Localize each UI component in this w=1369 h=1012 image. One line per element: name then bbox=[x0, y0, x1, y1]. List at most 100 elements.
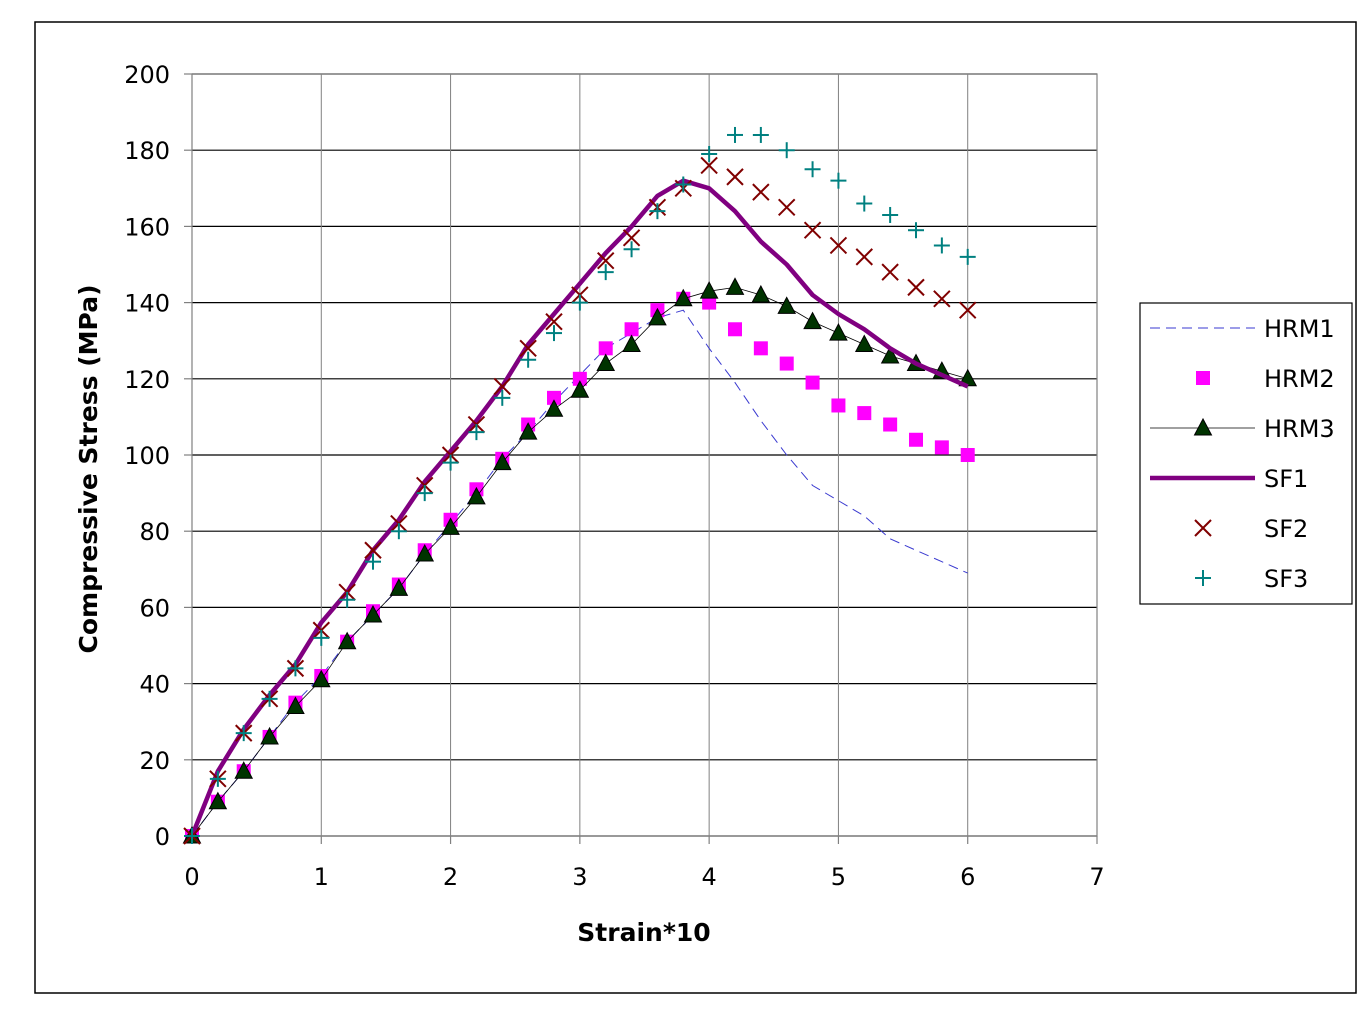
y-tick-label: 0 bbox=[155, 823, 170, 851]
y-tick-label: 60 bbox=[139, 594, 170, 622]
point-hrm3 bbox=[234, 761, 254, 779]
point-sf3 bbox=[546, 325, 562, 342]
point-sf3 bbox=[752, 126, 769, 143]
point-hrm3 bbox=[777, 296, 797, 314]
point-sf3 bbox=[649, 203, 666, 220]
point-sf3 bbox=[830, 172, 847, 189]
legend-swatch-sf2 bbox=[1194, 519, 1212, 537]
point-sf2 bbox=[545, 312, 563, 331]
x-marker-stroke bbox=[855, 248, 873, 266]
x-marker-stroke bbox=[829, 236, 848, 255]
point-sf3 bbox=[856, 195, 873, 212]
point-hrm3 bbox=[648, 307, 667, 326]
series-group bbox=[182, 126, 978, 845]
point-hrm3 bbox=[518, 422, 538, 440]
point-hrm3 bbox=[829, 323, 848, 341]
y-tick-label: 120 bbox=[124, 366, 170, 394]
x-tick-label: 6 bbox=[960, 863, 975, 891]
point-sf3 bbox=[597, 264, 614, 281]
legend-swatch-hrm3 bbox=[1193, 417, 1213, 436]
legend-items: HRM1 HRM2 HRM3 SF1 SF2 SF3 bbox=[1150, 315, 1335, 593]
point-sf3 bbox=[959, 248, 976, 265]
series-sf3 bbox=[184, 126, 976, 844]
point-hrm3 bbox=[725, 277, 745, 295]
x-tick-label: 2 bbox=[443, 863, 458, 891]
x-tick-label: 1 bbox=[314, 863, 329, 891]
x-tick-label: 0 bbox=[184, 863, 199, 891]
point-sf3 bbox=[235, 725, 252, 742]
point-hrm3 bbox=[286, 696, 305, 714]
point-hrm3 bbox=[441, 517, 460, 535]
point-hrm2 bbox=[857, 406, 872, 421]
point-sf2 bbox=[622, 229, 641, 247]
point-hrm3 bbox=[751, 284, 771, 303]
point-hrm2 bbox=[547, 390, 561, 405]
legend-item-sf1: SF1 bbox=[1150, 465, 1308, 493]
point-hrm2 bbox=[624, 322, 639, 337]
legend-label-hrm1: HRM1 bbox=[1264, 315, 1335, 343]
x-marker-stroke bbox=[881, 263, 899, 281]
point-hrm2 bbox=[960, 448, 975, 462]
point-sf3 bbox=[209, 770, 226, 787]
point-hrm3 bbox=[492, 452, 512, 471]
x-marker-stroke bbox=[778, 198, 796, 217]
x-marker-stroke bbox=[933, 290, 951, 308]
point-hrm2 bbox=[831, 398, 846, 413]
point-sf2 bbox=[364, 541, 382, 559]
point-sf3 bbox=[365, 553, 381, 570]
x-marker-stroke bbox=[959, 301, 977, 319]
point-hrm3 bbox=[622, 334, 641, 353]
y-tick-label: 100 bbox=[124, 442, 170, 470]
legend-label-hrm3: HRM3 bbox=[1264, 415, 1335, 443]
x-marker-stroke bbox=[803, 221, 822, 239]
point-hrm3 bbox=[337, 631, 357, 650]
legend-label-sf2: SF2 bbox=[1264, 515, 1308, 543]
legend-item-hrm1: HRM1 bbox=[1150, 315, 1335, 343]
x-marker-stroke bbox=[519, 339, 537, 358]
point-sf3 bbox=[623, 241, 640, 258]
x-axis-title: Strain*10 bbox=[577, 918, 710, 947]
point-hrm3 bbox=[596, 353, 616, 372]
point-hrm2 bbox=[753, 341, 768, 356]
y-tick-label: 140 bbox=[124, 290, 170, 318]
point-hrm3 bbox=[699, 281, 719, 299]
point-sf3 bbox=[494, 389, 511, 406]
point-sf3 bbox=[390, 523, 407, 540]
x-marker-stroke bbox=[907, 278, 925, 297]
legend: HRM1 HRM2 HRM3 SF1 SF2 SF3 bbox=[1139, 302, 1353, 605]
point-sf2 bbox=[907, 278, 925, 297]
point-hrm2 bbox=[909, 432, 923, 447]
point-hrm2 bbox=[805, 375, 820, 390]
point-hrm2 bbox=[779, 356, 794, 371]
point-hrm2 bbox=[702, 295, 717, 310]
point-sf2 bbox=[700, 156, 718, 175]
y-tick-label: 20 bbox=[139, 747, 170, 775]
y-axis-title: Compressive Stress (MPa) bbox=[74, 285, 103, 654]
x-marker-stroke bbox=[726, 168, 744, 186]
point-hrm3 bbox=[854, 334, 874, 353]
point-hrm3 bbox=[260, 726, 279, 745]
series-line-sf1 bbox=[189, 178, 969, 837]
y-tick-label: 180 bbox=[124, 137, 170, 165]
point-sf3 bbox=[468, 424, 485, 441]
y-tick-label: 40 bbox=[139, 671, 170, 699]
legend-label-sf1: SF1 bbox=[1264, 465, 1308, 493]
point-sf3 bbox=[442, 454, 459, 471]
point-sf3 bbox=[778, 142, 795, 159]
x-marker-stroke bbox=[700, 156, 718, 175]
point-sf2 bbox=[519, 339, 537, 358]
y-tick-label: 160 bbox=[124, 213, 170, 241]
point-sf2 bbox=[726, 168, 744, 186]
point-sf3 bbox=[571, 294, 588, 311]
point-sf3 bbox=[261, 690, 278, 707]
point-hrm3 bbox=[467, 486, 486, 505]
point-sf2 bbox=[855, 248, 873, 266]
x-marker-stroke bbox=[752, 183, 770, 201]
x-tick-label: 4 bbox=[702, 863, 717, 891]
point-hrm3 bbox=[363, 604, 383, 623]
x-tick-label: 5 bbox=[831, 863, 846, 891]
point-sf2 bbox=[959, 301, 977, 319]
point-sf2 bbox=[881, 263, 899, 281]
point-sf3 bbox=[339, 591, 356, 608]
